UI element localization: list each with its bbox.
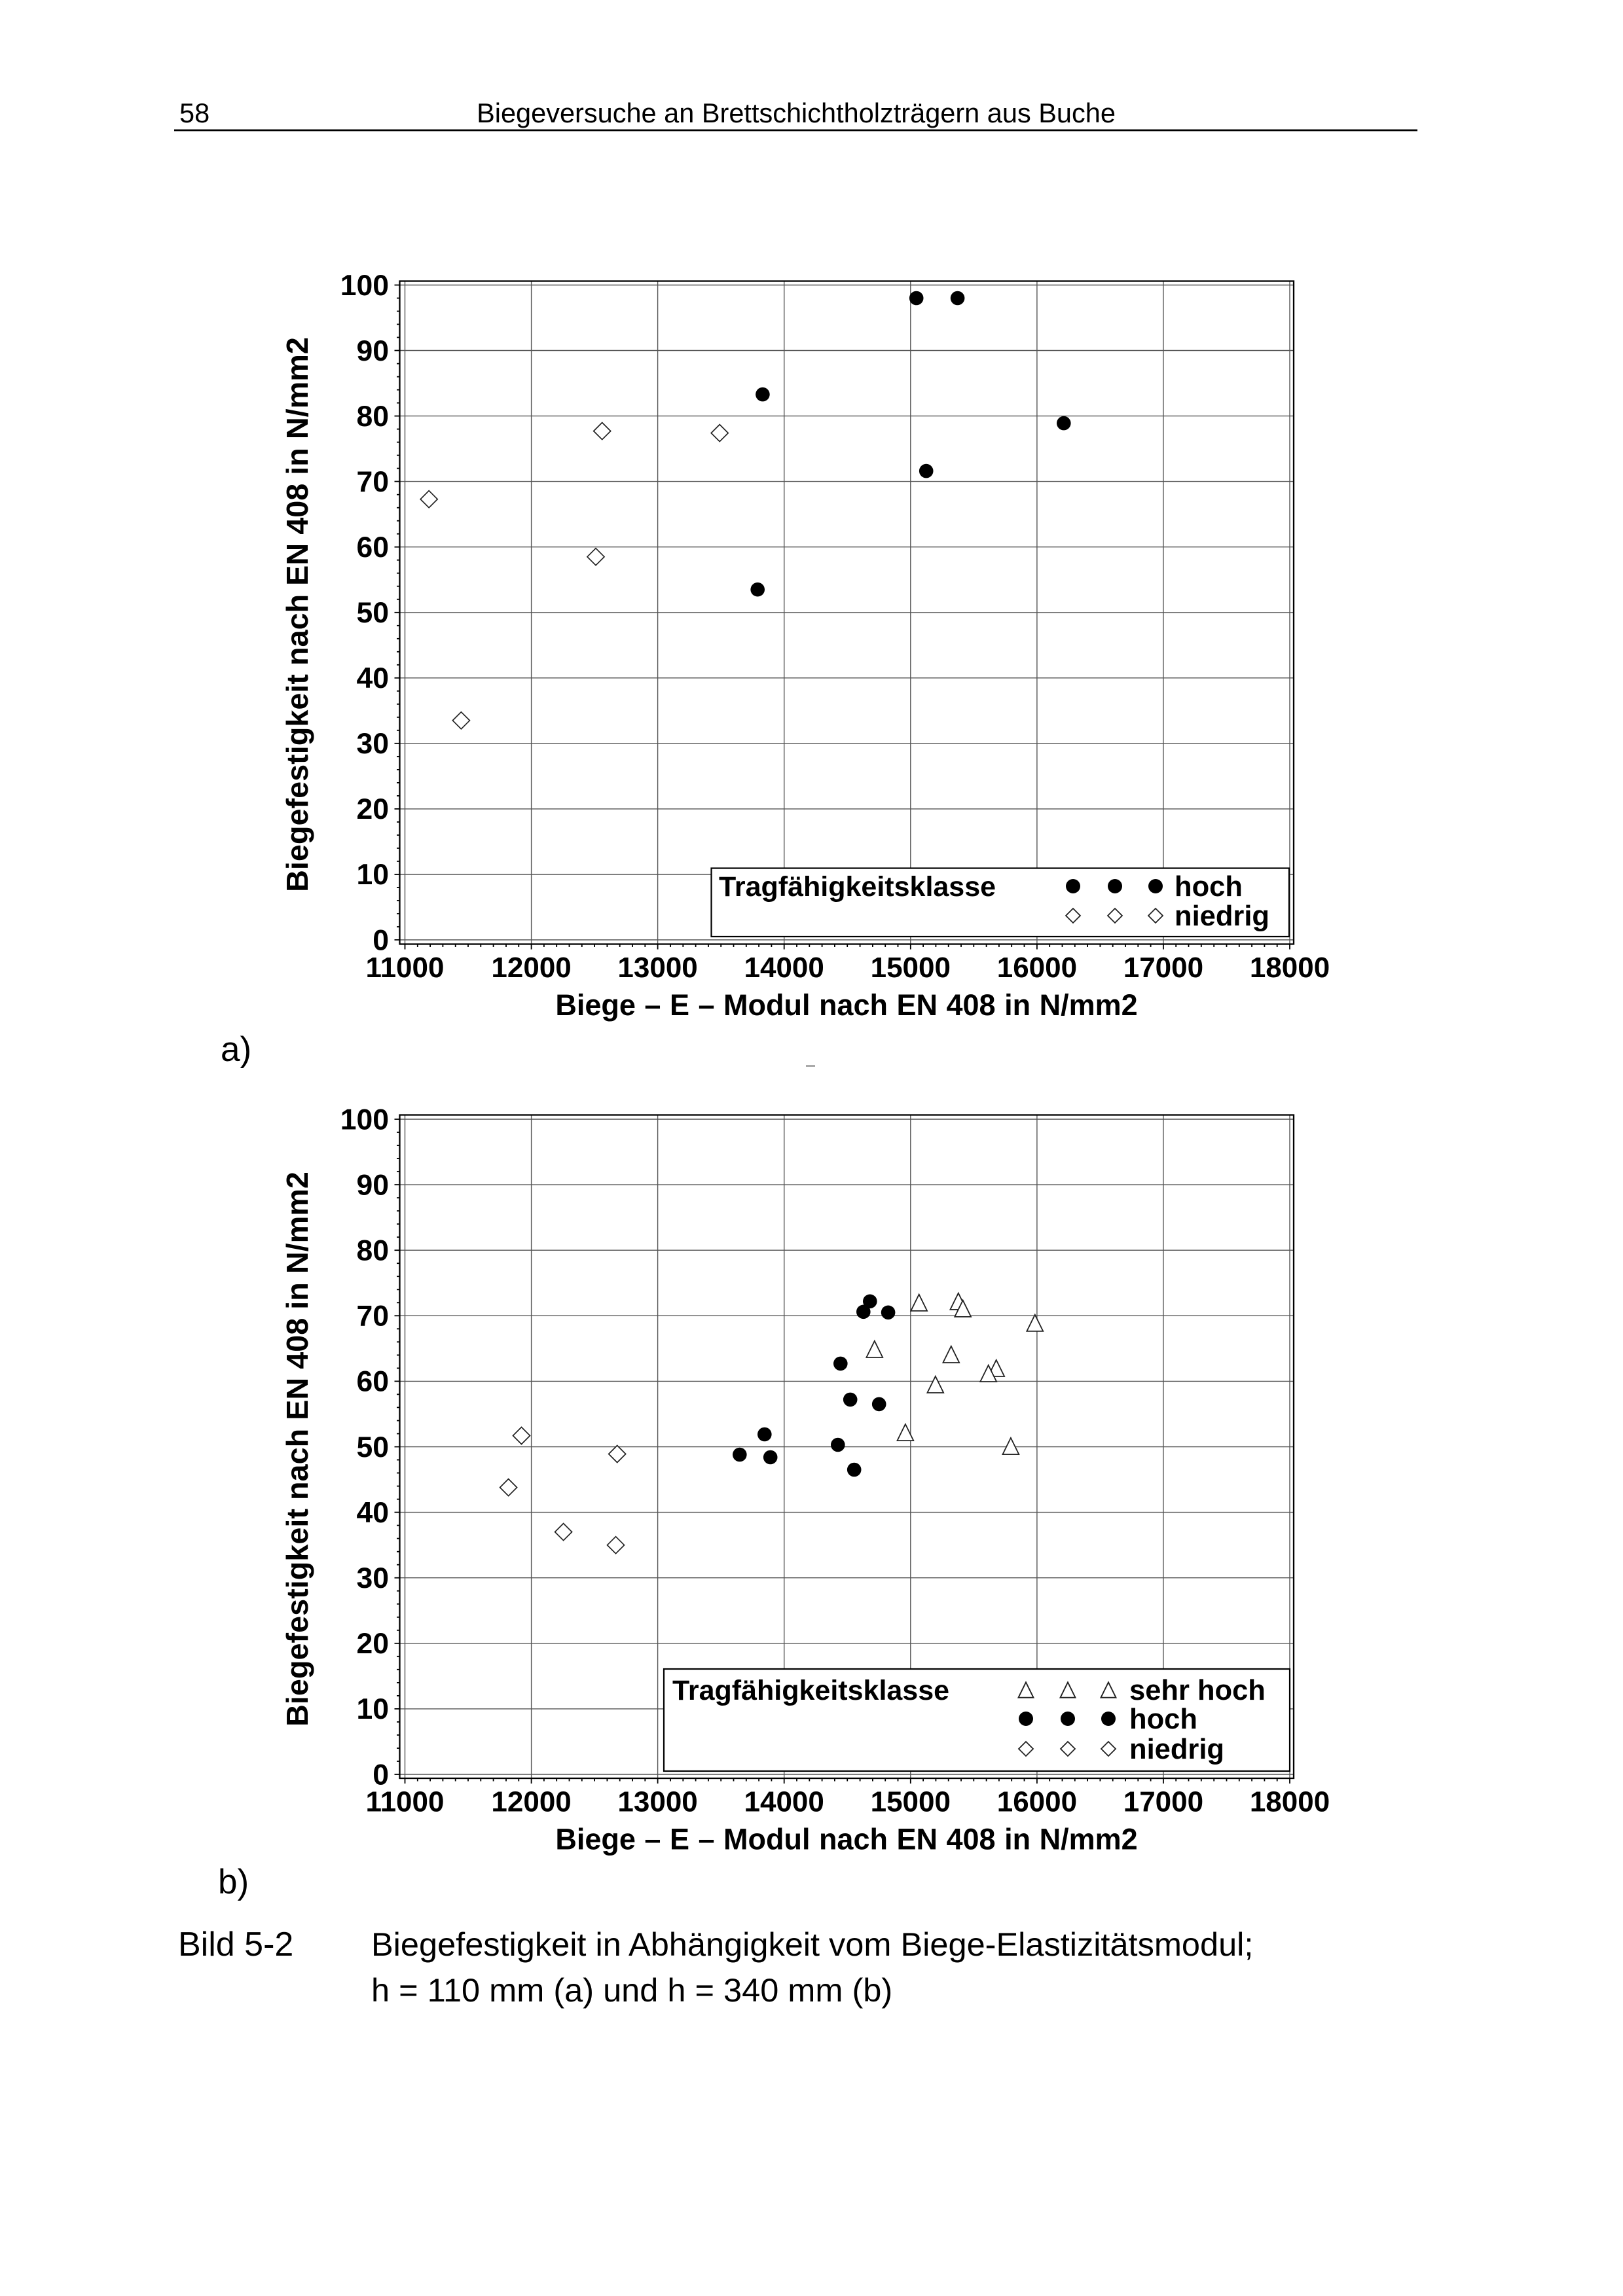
svg-text:15000: 15000 — [871, 1786, 951, 1818]
svg-text:20: 20 — [357, 793, 390, 825]
svg-text:50: 50 — [357, 1431, 390, 1463]
svg-text:12000: 12000 — [491, 952, 571, 984]
svg-text:18000: 18000 — [1250, 1786, 1330, 1818]
svg-text:Biegefestigkeit nach EN 408 in: Biegefestigkeit nach EN 408 in N/mm2 — [280, 337, 314, 892]
svg-text:100: 100 — [340, 1103, 389, 1136]
svg-text:Biege – E – Modul nach EN 408: Biege – E – Modul nach EN 408 in N/mm2 — [555, 988, 1137, 1022]
svg-text:80: 80 — [357, 401, 390, 433]
svg-text:10: 10 — [357, 859, 390, 891]
svg-text:Tragfähigkeitsklasse: Tragfähigkeitsklasse — [719, 871, 996, 903]
svg-text:niedrig: niedrig — [1129, 1734, 1224, 1765]
svg-text:14000: 14000 — [744, 952, 824, 984]
svg-text:niedrig: niedrig — [1175, 901, 1269, 932]
svg-text:13000: 13000 — [617, 952, 697, 984]
svg-text:90: 90 — [357, 1169, 390, 1201]
svg-text:h = 110 mm (a) und h = 340 mm: h = 110 mm (a) und h = 340 mm (b) — [371, 1971, 892, 2009]
svg-text:16000: 16000 — [997, 952, 1077, 984]
svg-text:90: 90 — [357, 335, 390, 367]
svg-text:Biegefestigkeit in Abhängigkei: Biegefestigkeit in Abhängigkeit vom Bieg… — [371, 1926, 1253, 1963]
svg-text:58: 58 — [179, 98, 210, 128]
svg-text:sehr hoch: sehr hoch — [1129, 1675, 1266, 1706]
svg-text:17000: 17000 — [1123, 1786, 1203, 1818]
svg-text:14000: 14000 — [744, 1786, 824, 1818]
svg-text:11000: 11000 — [366, 1786, 445, 1818]
svg-text:100: 100 — [340, 270, 389, 302]
svg-text:15000: 15000 — [871, 952, 951, 984]
svg-text:40: 40 — [357, 662, 390, 694]
svg-text:0: 0 — [373, 1759, 389, 1791]
svg-text:Bild 5-2: Bild 5-2 — [178, 1926, 293, 1964]
svg-text:50: 50 — [357, 597, 390, 629]
svg-text:hoch: hoch — [1129, 1704, 1197, 1735]
svg-text:12000: 12000 — [491, 1786, 571, 1818]
svg-text:10: 10 — [357, 1693, 390, 1725]
svg-text:80: 80 — [357, 1235, 390, 1267]
svg-text:13000: 13000 — [617, 1786, 697, 1818]
svg-text:0: 0 — [373, 924, 389, 956]
svg-text:11000: 11000 — [366, 952, 445, 984]
svg-text:70: 70 — [357, 466, 390, 498]
svg-text:30: 30 — [357, 728, 390, 760]
svg-text:16000: 16000 — [997, 1786, 1077, 1818]
svg-text:Biege – E – Modul nach EN 408: Biege – E – Modul nach EN 408 in N/mm2 — [555, 1823, 1137, 1856]
svg-text:Biegefestigkeit nach EN 408 in: Biegefestigkeit nach EN 408 in N/mm2 — [280, 1172, 314, 1727]
svg-text:30: 30 — [357, 1562, 390, 1594]
svg-text:17000: 17000 — [1123, 952, 1203, 984]
svg-text:60: 60 — [357, 531, 390, 564]
svg-text:b): b) — [218, 1863, 249, 1901]
svg-text:a): a) — [221, 1030, 251, 1069]
svg-text:hoch: hoch — [1175, 871, 1243, 903]
svg-text:20: 20 — [357, 1628, 390, 1660]
svg-text:Tragfähigkeitsklasse: Tragfähigkeitsklasse — [672, 1675, 949, 1706]
svg-text:18000: 18000 — [1250, 952, 1330, 984]
svg-text:Biegeversuche an Brettschichth: Biegeversuche an Brettschichtholzträgern… — [477, 98, 1116, 128]
svg-text:60: 60 — [357, 1366, 390, 1398]
svg-text:70: 70 — [357, 1300, 390, 1333]
svg-text:40: 40 — [357, 1497, 390, 1529]
